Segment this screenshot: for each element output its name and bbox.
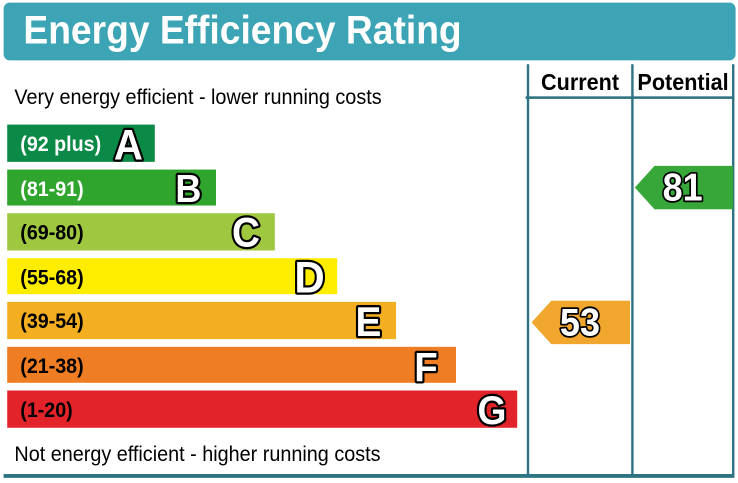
svg-text:D: D bbox=[294, 258, 324, 300]
svg-text:A: A bbox=[114, 124, 143, 166]
svg-text:B: B bbox=[176, 169, 202, 210]
svg-text:81: 81 bbox=[663, 166, 703, 209]
svg-text:G: G bbox=[477, 391, 506, 433]
svg-text:53: 53 bbox=[559, 301, 599, 344]
svg-text:E: E bbox=[356, 302, 382, 344]
svg-text:C: C bbox=[232, 213, 260, 255]
svg-text:F: F bbox=[415, 346, 438, 388]
